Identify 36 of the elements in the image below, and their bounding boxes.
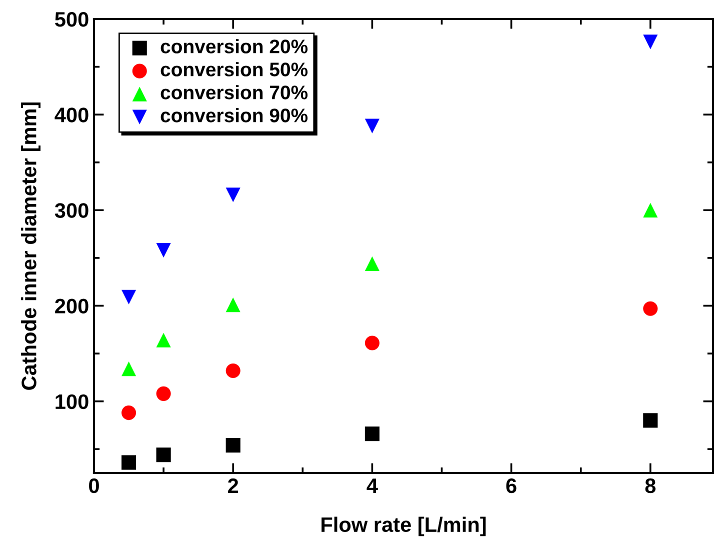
point — [156, 332, 171, 348]
point — [364, 118, 380, 134]
point — [121, 290, 136, 304]
point — [156, 386, 171, 401]
point — [643, 34, 658, 50]
y-tick-label: 500 — [55, 12, 88, 27]
x-tick-label: 8 — [645, 478, 656, 494]
point — [156, 243, 171, 258]
y-tick-label: 400 — [54, 108, 88, 122]
y-axis-title: Cathode inner diameter [mm] — [21, 102, 40, 390]
point — [226, 363, 240, 378]
legend-label: conversion 70% — [160, 85, 308, 100]
point — [364, 336, 380, 350]
x-tick-label: 6 — [506, 478, 516, 494]
legend-label: conversion 50% — [160, 62, 308, 76]
point — [643, 301, 658, 316]
y-tick-label: 300 — [54, 203, 88, 218]
point — [643, 202, 658, 218]
point — [121, 362, 136, 376]
point — [121, 406, 136, 420]
point — [643, 413, 658, 428]
point — [156, 448, 171, 462]
x-tick-label: 0 — [89, 478, 99, 494]
point — [226, 297, 240, 312]
legend-label: conversion 90% — [160, 108, 308, 122]
point — [226, 188, 240, 202]
x-axis-title: Flow rate [L/min] — [322, 516, 486, 536]
point — [226, 438, 240, 453]
point — [364, 256, 380, 271]
point — [121, 455, 136, 470]
y-tick-label: 100 — [56, 394, 88, 410]
x-tick-label: 2 — [228, 478, 238, 493]
x-tick-label: 4 — [366, 478, 378, 493]
point — [364, 426, 380, 442]
y-tick-label: 200 — [55, 298, 88, 314]
legend-label: conversion 20% — [160, 39, 308, 54]
